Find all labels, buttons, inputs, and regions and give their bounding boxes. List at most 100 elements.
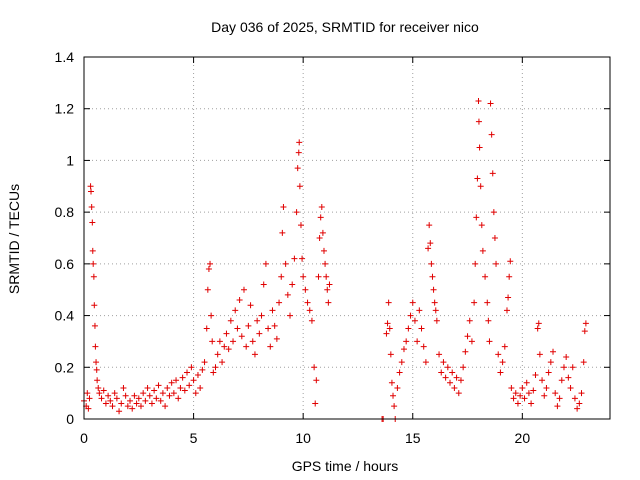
data-point [519, 384, 526, 391]
data-point [580, 359, 587, 366]
data-point [265, 325, 272, 332]
data-point [230, 338, 237, 345]
data-point [166, 392, 173, 399]
data-point [142, 397, 149, 404]
data-point [236, 297, 243, 304]
data-point [488, 131, 495, 138]
data-point [267, 343, 274, 350]
data-point [316, 235, 323, 241]
data-point [190, 377, 197, 384]
data-point [383, 330, 390, 337]
data-point [491, 235, 498, 241]
data-point [414, 338, 421, 345]
data-point [238, 333, 245, 340]
data-point [90, 260, 97, 267]
data-point [299, 255, 306, 262]
data-point [181, 387, 188, 394]
chart-title: Day 036 of 2025, SRMTID for receiver nic… [211, 19, 479, 35]
data-point [552, 390, 559, 397]
data-point [545, 369, 552, 376]
data-point [530, 387, 537, 394]
data-point [433, 317, 440, 324]
data-point [120, 384, 127, 391]
data-point [479, 247, 486, 254]
data-point [325, 299, 332, 306]
data-point [86, 395, 93, 402]
data-point [521, 395, 528, 402]
data-point [186, 382, 193, 389]
data-point [296, 183, 303, 190]
data-point [420, 343, 427, 350]
data-point [162, 403, 169, 410]
x-tick-label: 20 [515, 430, 531, 446]
data-point [447, 379, 454, 386]
data-point [151, 387, 158, 394]
data-point [508, 384, 515, 391]
data-point [499, 359, 506, 366]
data-point [543, 384, 550, 391]
data-point [464, 333, 471, 340]
data-point [432, 307, 439, 314]
data-point [249, 338, 256, 345]
data-point [495, 351, 502, 358]
data-point [476, 144, 483, 151]
data-point [247, 302, 254, 309]
data-point [85, 405, 92, 412]
data-point [388, 379, 395, 386]
data-point [205, 266, 212, 273]
data-point [482, 273, 489, 280]
data-point [475, 118, 482, 125]
data-point [473, 214, 480, 221]
x-tick-label: 0 [80, 430, 88, 446]
y-tick-label: 1 [66, 152, 74, 168]
data-point [155, 382, 162, 389]
data-point [460, 364, 467, 371]
data-point [90, 273, 97, 280]
y-tick-label: 1.4 [55, 49, 75, 65]
data-point [88, 188, 95, 195]
data-point [219, 359, 226, 366]
data-point [574, 405, 581, 412]
data-point [89, 219, 96, 226]
data-point [384, 320, 391, 327]
axis-ticks: 0 0.2 0.4 0.6 0.8 1 1.2 1.4 0 5 10 15 20 [55, 49, 610, 446]
data-point [490, 209, 497, 216]
x-tick-label: 5 [190, 430, 198, 446]
data-point [175, 395, 182, 402]
data-point [457, 377, 464, 384]
data-point [296, 139, 303, 146]
data-point [474, 175, 481, 182]
data-point [212, 364, 219, 371]
data-point [436, 351, 443, 358]
data-point [409, 299, 416, 306]
data-point [157, 397, 164, 404]
data-point [324, 286, 331, 293]
data-point [315, 273, 322, 280]
data-point [109, 403, 116, 410]
data-point [302, 286, 309, 293]
plot-frame [83, 56, 611, 420]
data-point [179, 374, 186, 381]
data-points [81, 97, 589, 422]
data-point [514, 400, 521, 407]
data-point [209, 338, 216, 345]
data-point [137, 403, 144, 410]
data-point [449, 369, 456, 376]
data-point [280, 203, 287, 210]
data-point [214, 351, 221, 358]
data-point [440, 359, 447, 366]
x-tick-label: 10 [295, 430, 311, 446]
data-point [199, 366, 206, 373]
data-point [194, 372, 201, 379]
data-point [472, 260, 479, 267]
y-tick-label: 0.4 [55, 308, 75, 324]
data-point [466, 317, 473, 324]
data-point [398, 359, 405, 366]
data-point [278, 273, 285, 280]
data-point [129, 405, 136, 412]
data-point [523, 379, 530, 386]
data-point [565, 374, 572, 381]
data-point [478, 222, 485, 229]
x-tick-label: 15 [405, 430, 421, 446]
data-point [554, 403, 561, 410]
